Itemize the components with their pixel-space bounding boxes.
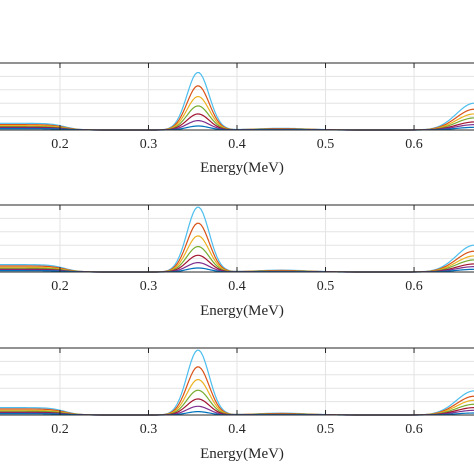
x-ticks-3: 0.2 0.3 0.4 0.5 0.6 xyxy=(51,348,423,437)
spectrum-panel-3: 0.2 0.3 0.4 0.5 0.6 Energy(MeV) xyxy=(0,347,474,462)
x-tick-label: 0.3 xyxy=(140,422,158,437)
x-tick-label: 0.5 xyxy=(317,137,335,152)
x-tick-label: 0.6 xyxy=(405,137,423,152)
x-tick-label: 0.5 xyxy=(317,279,335,294)
x-axis-label-3: Energy(MeV) xyxy=(200,446,284,462)
x-tick-label: 0.5 xyxy=(317,422,335,437)
x-tick-label: 0.6 xyxy=(405,279,423,294)
x-tick-label: 0.2 xyxy=(51,422,69,437)
spectrum-panel-2: 0.2 0.3 0.4 0.5 0.6 Energy(MeV) xyxy=(0,204,474,319)
x-ticks-1: 0.2 0.3 0.4 0.5 0.6 xyxy=(51,63,423,152)
x-tick-label: 0.3 xyxy=(140,279,158,294)
grid-lines-3 xyxy=(0,348,474,415)
grid-lines-1 xyxy=(0,63,474,130)
grid-lines-2 xyxy=(0,205,474,272)
x-tick-label: 0.3 xyxy=(140,137,158,152)
spectrum-panel-1: 0.2 0.3 0.4 0.5 0.6 Energy(MeV) xyxy=(0,62,474,176)
x-tick-label: 0.6 xyxy=(405,422,423,437)
x-axis-label-1: Energy(MeV) xyxy=(200,160,284,176)
x-tick-label: 0.2 xyxy=(51,137,69,152)
x-axis-label-2: Energy(MeV) xyxy=(200,303,284,319)
x-ticks-2: 0.2 0.3 0.4 0.5 0.6 xyxy=(51,205,423,294)
x-tick-label: 0.4 xyxy=(228,422,246,437)
x-tick-label: 0.4 xyxy=(228,279,246,294)
x-tick-label: 0.4 xyxy=(228,137,246,152)
x-tick-label: 0.2 xyxy=(51,279,69,294)
